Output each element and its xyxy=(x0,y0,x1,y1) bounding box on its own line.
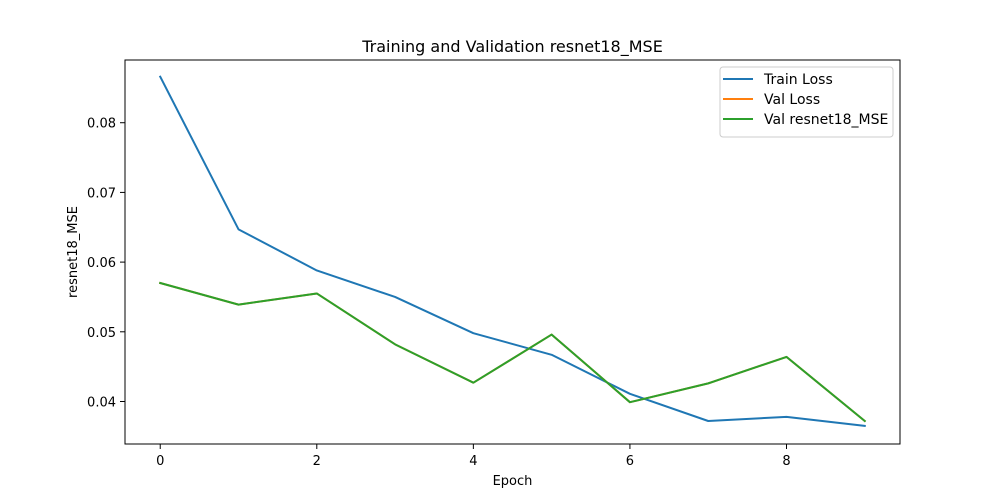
x-axis: 0 2 4 6 8 xyxy=(156,444,791,469)
chart-title: Training and Validation resnet18_MSE xyxy=(361,37,663,57)
series-line-train-loss xyxy=(158,75,866,427)
plot-frame xyxy=(124,59,901,445)
x-axis-label: Epoch xyxy=(493,474,533,489)
legend-label: Train Loss xyxy=(763,72,833,88)
legend-frame xyxy=(719,66,894,138)
legend-label: Val Loss xyxy=(764,92,820,108)
x-tick-label: 8 xyxy=(782,454,790,469)
y-tick-label: 0.05 xyxy=(87,326,116,341)
x-tick-label: 4 xyxy=(469,454,477,469)
y-tick-label: 0.08 xyxy=(87,117,116,132)
x-tick-label: 2 xyxy=(313,454,321,469)
x-tick-label: 0 xyxy=(156,454,164,469)
legend-label: Val resnet18_MSE xyxy=(764,112,888,128)
y-tick-label: 0.04 xyxy=(87,395,116,410)
plot-area xyxy=(158,75,867,427)
y-axis-label: resnet18_MSE xyxy=(66,206,81,298)
legend: Train Loss Val Loss Val resnet18_MSE xyxy=(719,66,894,138)
x-tick-label: 6 xyxy=(626,454,634,469)
y-axis: 0.04 0.05 0.06 0.07 0.08 xyxy=(87,117,125,410)
y-tick-label: 0.07 xyxy=(87,186,116,201)
y-tick-label: 0.06 xyxy=(87,256,116,271)
series-line-val-resnet18-mse xyxy=(158,281,867,423)
